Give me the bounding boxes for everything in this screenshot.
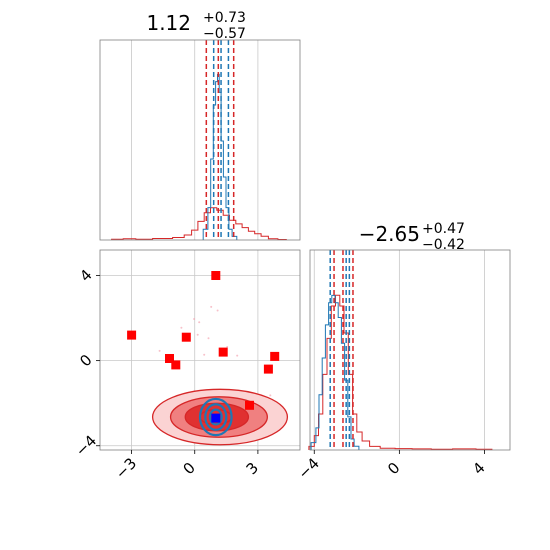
xtick-label-param1-1: 0: [179, 459, 198, 478]
blue-square-marker: [211, 413, 221, 423]
marginal-1-frame: [99, 39, 301, 241]
xtick-label-param1-0: −3: [112, 454, 140, 482]
xtick-label-param2-1: 0: [384, 459, 403, 478]
title-1-value: 1.12: [146, 11, 191, 35]
title-2-upper: +0.47: [422, 221, 465, 237]
scatter-sample: [196, 333, 199, 336]
marginal-2-frame: [309, 249, 511, 451]
scatter-sample: [216, 309, 219, 312]
scatter-sample: [158, 349, 161, 352]
contour-blue-level-2: [208, 408, 223, 426]
red-square-marker-6: [245, 400, 254, 410]
ytick-label-joint-0: −4: [72, 432, 100, 460]
red-square-marker-0: [127, 330, 137, 340]
scatter-sample: [269, 394, 272, 397]
title-parameter-2: −2.65 +0.47 −0.42: [359, 221, 465, 253]
contour-blue-level-1: [204, 403, 228, 431]
red-square-marker-1: [165, 354, 174, 363]
scatter-sample: [236, 354, 239, 357]
scatter-sample: [203, 353, 206, 356]
histogram-red-parameter-1: [111, 207, 287, 240]
red-square-marker-2: [171, 360, 181, 370]
contour-blue-level-0: [198, 397, 233, 437]
xtick-label-param2-0: −4: [295, 454, 323, 482]
title-parameter-1: 1.12 +0.73 −0.57: [146, 10, 245, 42]
scatter-sample: [207, 337, 210, 340]
histogram-red-parameter-2: [308, 294, 493, 450]
ytick-label-joint-1: 0: [76, 351, 95, 370]
histogram-blue-parameter-2: [310, 294, 360, 450]
ytick-label-joint-2: 4: [76, 266, 95, 285]
joint-panel: −3 0 3 −4 0 4: [72, 249, 301, 483]
xtick-label-param1-2: 3: [243, 459, 262, 478]
joint-frame: [99, 249, 301, 451]
red-square-marker-4: [211, 271, 221, 280]
red-square-marker-8: [270, 351, 280, 361]
title-2-value: −2.65: [359, 222, 420, 246]
marginal-panel-parameter-2: −4 0 4: [295, 249, 511, 483]
title-1-upper: +0.73: [203, 10, 246, 26]
scatter-sample: [193, 318, 196, 320]
red-square-marker-3: [181, 332, 191, 342]
title-2-lower: −0.42: [422, 237, 465, 253]
title-1-lower: −0.57: [203, 26, 246, 42]
xtick-label-param2-2: 4: [469, 459, 488, 478]
red-square-marker-5: [218, 347, 228, 357]
scatter-sample: [226, 346, 229, 348]
red-square-marker-7: [263, 364, 273, 374]
histogram-blue-parameter-1: [202, 73, 238, 240]
scatter-sample: [180, 326, 183, 329]
scatter-sample: [198, 321, 201, 324]
scatter-sample: [210, 305, 213, 308]
marginal-panel-parameter-1: [99, 39, 301, 241]
